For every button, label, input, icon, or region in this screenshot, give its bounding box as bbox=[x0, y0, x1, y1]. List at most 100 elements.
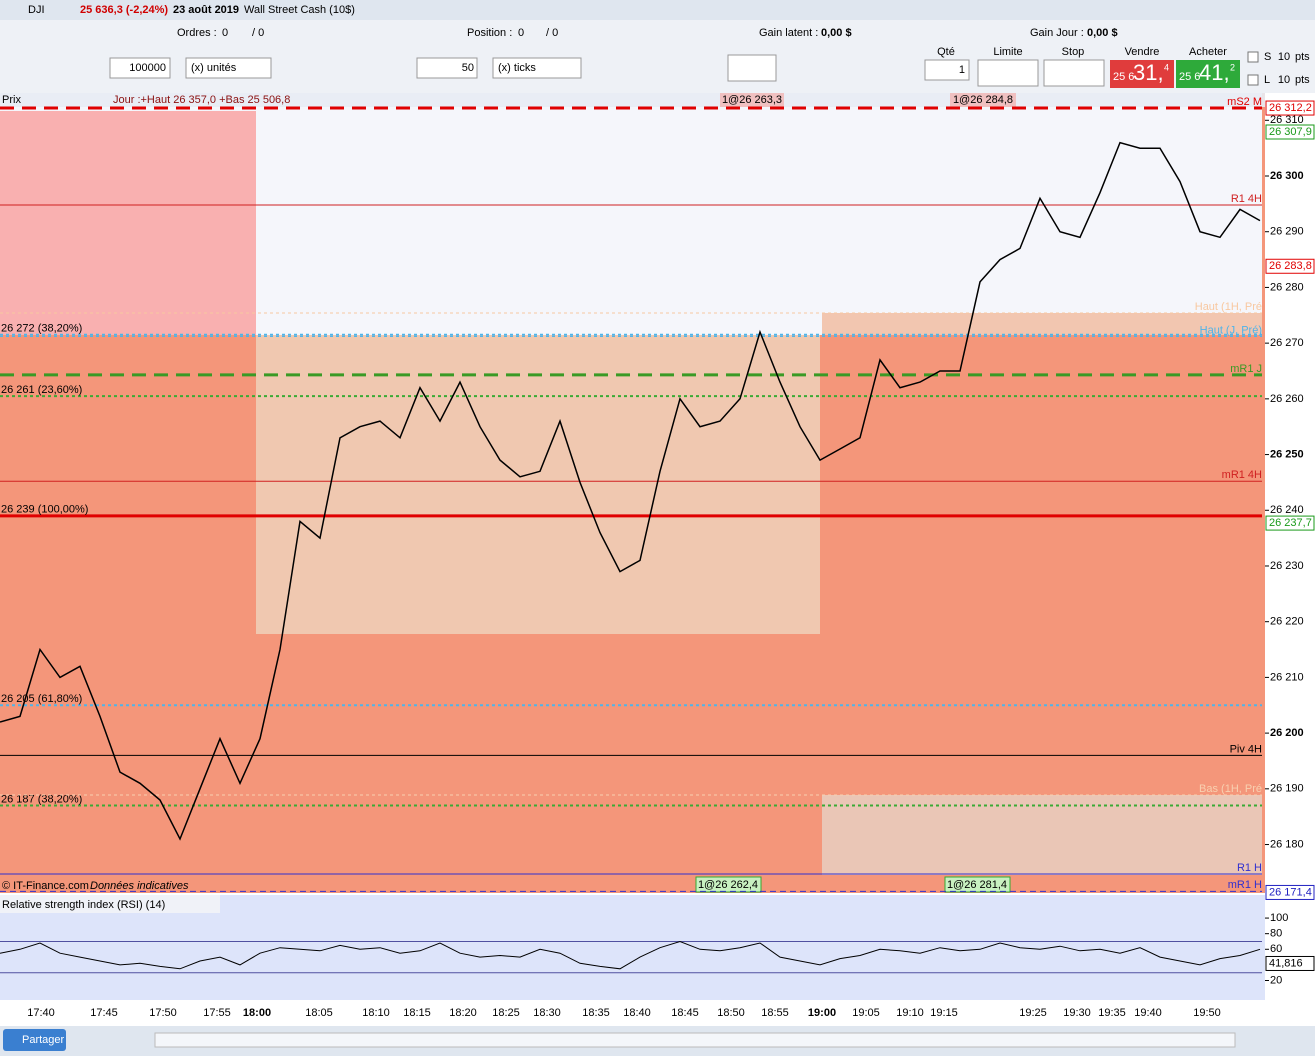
level-label: mR1 H bbox=[1228, 879, 1262, 891]
trade-tag bbox=[950, 93, 1016, 107]
share-button[interactable] bbox=[3, 1029, 66, 1051]
position: 0 bbox=[518, 27, 524, 39]
level-label: mR1 4H bbox=[1222, 469, 1262, 481]
x-tick-label: 18:55 bbox=[761, 1007, 789, 1019]
day-info: Jour :+Haut 26 357,0 +Bas 25 506,8 bbox=[113, 94, 290, 106]
qty: 100000 bbox=[129, 62, 166, 74]
gain-latent: 0,00 $ bbox=[821, 27, 852, 39]
trade-label: 1@26 281,4 bbox=[947, 879, 1007, 891]
x-tick-label: 18:05 bbox=[305, 1007, 333, 1019]
ticks-unit-select[interactable] bbox=[492, 57, 582, 79]
trade-label: 1@26 262,4 bbox=[698, 879, 758, 891]
price-tag bbox=[1265, 124, 1315, 140]
y-tick-label: 26 270 bbox=[1270, 337, 1304, 349]
x-tick-label: 18:40 bbox=[623, 1007, 651, 1019]
rsi-tick-label: 100 bbox=[1270, 912, 1288, 924]
x-tick-label: 18:20 bbox=[449, 1007, 477, 1019]
share-label: Partager bbox=[22, 1034, 65, 1046]
s-pts: 10 bbox=[1278, 51, 1290, 63]
level-label: R1 4H bbox=[1231, 193, 1262, 205]
zone bbox=[0, 111, 256, 335]
position-b: / 0 bbox=[546, 27, 558, 39]
orders-label: Ordres : bbox=[177, 27, 217, 39]
sell-sup: 4 bbox=[1164, 62, 1169, 72]
rsi-tag bbox=[1265, 955, 1315, 971]
sell-small: 31, bbox=[1133, 60, 1164, 85]
instrument: Wall Street Cash (10$) bbox=[244, 4, 355, 16]
y-tick-label: 26 250 bbox=[1270, 448, 1304, 460]
x-tick-label: 18:10 bbox=[362, 1007, 390, 1019]
x-tick-label: 19:10 bbox=[896, 1007, 924, 1019]
gain-latent-label: Gain latent : bbox=[759, 27, 818, 39]
level-label: 26 239 (100,00%) bbox=[1, 504, 88, 516]
buy-button[interactable] bbox=[1176, 60, 1240, 88]
price-tag bbox=[1265, 515, 1315, 531]
y-tick-label: 26 280 bbox=[1270, 281, 1304, 293]
zone bbox=[822, 795, 1262, 875]
y-tick-label: 26 260 bbox=[1270, 393, 1304, 405]
orders: 0 bbox=[222, 27, 228, 39]
x-tick-label: 17:55 bbox=[203, 1007, 231, 1019]
buy-sup: 2 bbox=[1230, 62, 1235, 72]
pts: pts bbox=[1295, 51, 1310, 63]
y-tick-label: 26 210 bbox=[1270, 671, 1304, 683]
trade-label: 1@26 263,3 bbox=[722, 94, 782, 106]
qty-input[interactable] bbox=[109, 57, 171, 79]
qty-unit-select[interactable] bbox=[185, 57, 272, 79]
qte-label: Qté bbox=[937, 46, 955, 58]
level-label: 26 272 (38,20%) bbox=[1, 323, 82, 335]
y-tick-label: 26 180 bbox=[1270, 838, 1304, 850]
price-tag-label: 26 237,7 bbox=[1269, 517, 1312, 529]
x-tick-label: 19:05 bbox=[852, 1007, 880, 1019]
x-tick-label: 19:15 bbox=[930, 1007, 958, 1019]
ticks-input[interactable] bbox=[416, 57, 478, 79]
y-tick-label: 26 290 bbox=[1270, 226, 1304, 238]
level-label: 26 205 (61,80%) bbox=[1, 693, 82, 705]
rsi-tick-label: 80 bbox=[1270, 928, 1282, 940]
x-tick-label: 19:40 bbox=[1134, 1007, 1162, 1019]
pane-header bbox=[0, 93, 1265, 107]
scrollbar[interactable] bbox=[154, 1032, 1236, 1048]
qte-input[interactable] bbox=[924, 59, 970, 81]
price-tag bbox=[1265, 100, 1315, 116]
level-label: R1 H bbox=[1237, 862, 1262, 874]
credit: © IT-Finance.com bbox=[2, 880, 89, 892]
sell-big: 25 6 bbox=[1113, 71, 1134, 83]
level-label: 26 187 (38,20%) bbox=[1, 793, 82, 805]
x-tick-label: 18:35 bbox=[582, 1007, 610, 1019]
level-label: Bas (1H, Pré bbox=[1199, 783, 1262, 795]
stop-button[interactable] bbox=[1043, 59, 1105, 87]
x-tick-label: 19:25 bbox=[1019, 1007, 1047, 1019]
x-tick-label: 18:00 bbox=[243, 1007, 271, 1019]
pts2: pts bbox=[1295, 74, 1310, 86]
buy-big: 25 6 bbox=[1179, 71, 1200, 83]
sell-button[interactable] bbox=[1110, 60, 1174, 88]
zone bbox=[822, 313, 1262, 335]
x-tick-label: 17:40 bbox=[27, 1007, 55, 1019]
x-tick-label: 18:50 bbox=[717, 1007, 745, 1019]
l-checkbox[interactable] bbox=[1247, 74, 1259, 86]
sell-label: Vendre bbox=[1125, 46, 1160, 58]
price-tag-label: 26 307,9 bbox=[1269, 126, 1312, 138]
limit-button[interactable] bbox=[977, 59, 1039, 87]
credit-note: Données indicatives bbox=[90, 880, 189, 892]
y-tick-label: 26 200 bbox=[1270, 727, 1304, 739]
trade-label: 1@26 284,8 bbox=[953, 94, 1013, 106]
strategy-button[interactable] bbox=[727, 54, 777, 82]
y-tick-label: 26 310 bbox=[1270, 114, 1304, 126]
x-tick-label: 18:30 bbox=[533, 1007, 561, 1019]
zone bbox=[256, 335, 820, 634]
price-tag bbox=[1265, 258, 1315, 274]
y-tick-label: 26 190 bbox=[1270, 783, 1304, 795]
y-tick-label: 26 220 bbox=[1270, 616, 1304, 628]
rsi-tick-label: 60 bbox=[1270, 943, 1282, 955]
s-checkbox[interactable] bbox=[1247, 51, 1259, 63]
l-label: L bbox=[1264, 74, 1270, 86]
limit-label: Limite bbox=[993, 46, 1022, 58]
price-tag-label: 26 283,8 bbox=[1269, 260, 1312, 272]
level-label: mS2 M bbox=[1227, 96, 1262, 108]
price-line bbox=[0, 141, 1261, 841]
trade-tag bbox=[944, 876, 1011, 893]
x-tick-label: 18:25 bbox=[492, 1007, 520, 1019]
